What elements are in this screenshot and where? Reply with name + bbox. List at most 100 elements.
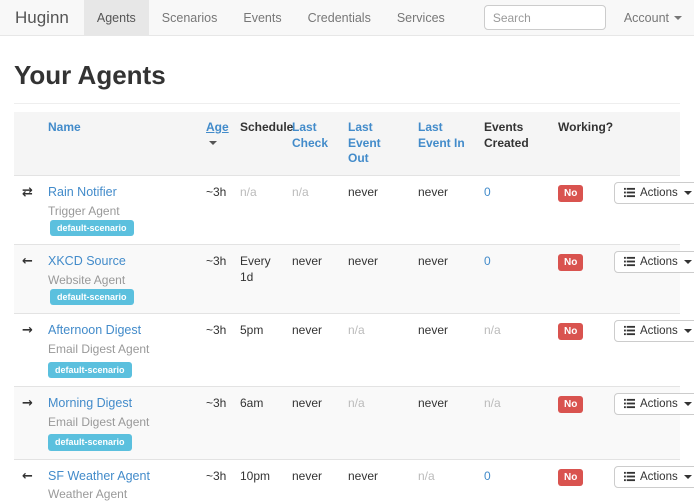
actions-button-label: Actions — [640, 186, 678, 199]
navbar: Huginn Agents Scenarios Events Credentia… — [0, 0, 694, 36]
last-event-in-cell: never — [418, 184, 449, 199]
agent-name-link[interactable]: Afternoon Digest — [48, 322, 142, 337]
agent-type-label: Weather Agent — [48, 487, 128, 502]
nav-item-events[interactable]: Events — [243, 10, 282, 25]
age-cell: ~3h — [206, 468, 227, 483]
table-row: ← SF Weather Agent Weather Agentdefault-… — [14, 459, 694, 502]
actions-button-label: Actions — [640, 324, 678, 337]
agent-type-label: Trigger Agent — [48, 203, 120, 218]
actions-button[interactable]: Actions — [614, 250, 694, 273]
age-cell: ~3h — [206, 184, 227, 199]
schedule-cell: 5pm — [240, 322, 264, 337]
page-title: Your Agents — [14, 60, 166, 90]
agent-name-link[interactable]: Rain Notifier — [48, 184, 117, 199]
main-nav: Agents Scenarios Events Credentials Serv… — [83, 0, 458, 35]
last-event-out-cell: n/a — [348, 322, 365, 337]
sort-last-event-in-link[interactable]: Last Event In — [418, 120, 465, 150]
table-row: ← XKCD Source Website Agentdefault-scena… — [14, 244, 694, 314]
sort-desc-icon — [209, 141, 217, 146]
agent-type-label: Email Digest Agent — [48, 341, 150, 356]
last-event-out-cell: never — [348, 253, 379, 268]
events-created-cell: 0 — [476, 244, 550, 313]
events-count-link[interactable]: 0 — [484, 184, 491, 199]
last-check-cell: never — [292, 395, 323, 410]
actions-button[interactable]: Actions — [614, 181, 694, 204]
working-badge: No — [558, 468, 584, 487]
scenario-badge[interactable]: default-scenario — [50, 288, 134, 305]
header-name: Name — [40, 112, 198, 175]
header-events-created: Events Created — [484, 120, 529, 150]
caret-down-icon — [683, 401, 692, 406]
age-cell: ~3h — [206, 253, 227, 268]
list-icon — [624, 187, 635, 198]
header-icon-spacer — [14, 112, 40, 175]
sort-last-check-link[interactable]: Last Check — [292, 120, 329, 150]
nav-item-scenarios[interactable]: Scenarios — [161, 10, 218, 25]
age-cell: ~3h — [206, 322, 227, 337]
actions-button[interactable]: Actions — [614, 392, 694, 415]
exchange-icon: ⇄ — [22, 184, 33, 200]
account-menu[interactable]: Account — [624, 11, 682, 25]
arrow-left-icon: ← — [22, 468, 33, 484]
events-created-cell: 0 — [476, 459, 550, 502]
caret-down-icon — [683, 259, 692, 264]
events-count-link[interactable]: 0 — [484, 253, 491, 268]
caret-down-icon — [683, 328, 692, 333]
events-count-link[interactable]: 0 — [484, 468, 491, 483]
working-badge: No — [558, 184, 584, 203]
last-event-in-cell: never — [418, 395, 449, 410]
table-row: → Afternoon Digest Email Digest Agent de… — [14, 313, 694, 386]
agent-name-link[interactable]: Morning Digest — [48, 395, 133, 410]
caret-down-icon — [683, 190, 692, 195]
actions-button-label: Actions — [640, 255, 678, 268]
list-icon — [624, 471, 635, 482]
list-icon — [624, 398, 635, 409]
agent-name-link[interactable]: SF Weather Agent — [48, 468, 150, 483]
header-age: Age — [198, 112, 232, 175]
nav-item-credentials[interactable]: Credentials — [307, 10, 371, 25]
working-badge: No — [558, 395, 584, 414]
events-created-cell: n/a — [484, 395, 501, 410]
scenario-badge[interactable]: default-scenario — [50, 219, 134, 236]
sort-name-link[interactable]: Name — [48, 120, 81, 134]
scenario-badge[interactable]: default-scenario — [48, 434, 132, 451]
caret-down-icon — [683, 474, 692, 479]
schedule-cell: Every 1d — [240, 253, 271, 284]
header-last-check: Last Check — [284, 112, 340, 175]
last-event-in-cell: never — [418, 253, 449, 268]
header-working: Working? — [558, 120, 614, 134]
schedule-cell: 10pm — [240, 468, 271, 483]
account-label: Account — [623, 10, 669, 25]
actions-button-label: Actions — [640, 470, 678, 483]
table-header-row: Name Age Schedule Last Check Last Event … — [14, 112, 680, 176]
last-event-out-cell: never — [348, 468, 379, 483]
header-actions-spacer — [606, 112, 680, 175]
sort-last-event-out-link[interactable]: Last Event Out — [348, 120, 381, 166]
agent-name-link[interactable]: XKCD Source — [48, 253, 126, 268]
last-check-cell: n/a — [292, 184, 309, 199]
age-cell: ~3h — [206, 395, 227, 410]
agents-table-body: ⇄ Rain Notifier Trigger Agentdefault-sce… — [14, 175, 694, 502]
actions-button[interactable]: Actions — [614, 319, 694, 342]
header-schedule: Schedule — [240, 120, 294, 134]
brand-link[interactable]: Huginn — [15, 7, 69, 27]
last-check-cell: never — [292, 468, 323, 483]
table-row: → Morning Digest Email Digest Agent defa… — [14, 386, 694, 460]
heading-divider — [14, 103, 680, 104]
nav-item-services[interactable]: Services — [396, 10, 445, 25]
last-event-out-cell: never — [348, 184, 379, 199]
search-input[interactable] — [483, 5, 606, 30]
schedule-cell: n/a — [240, 184, 257, 199]
sort-age-link[interactable]: Age — [206, 120, 229, 134]
header-last-event-in: Last Event In — [410, 112, 476, 175]
arrow-right-icon: → — [22, 395, 33, 411]
agent-type-label: Website Agent — [48, 272, 126, 287]
list-icon — [624, 256, 635, 267]
actions-button[interactable]: Actions — [614, 465, 694, 488]
nav-item-agents[interactable]: Agents — [83, 0, 149, 35]
scenario-badge[interactable]: default-scenario — [48, 361, 132, 378]
events-created-cell: 0 — [476, 175, 550, 244]
agent-type-label: Email Digest Agent — [48, 414, 150, 429]
caret-down-icon — [674, 15, 682, 20]
last-event-out-cell: n/a — [348, 395, 365, 410]
